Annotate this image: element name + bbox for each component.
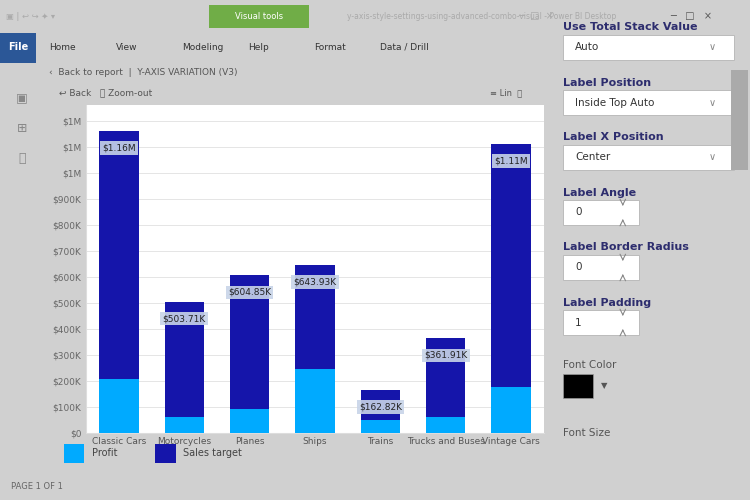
Text: ▣: ▣ xyxy=(16,91,28,104)
FancyBboxPatch shape xyxy=(209,5,309,28)
Text: Font Size: Font Size xyxy=(563,428,610,438)
Text: 0: 0 xyxy=(575,208,581,218)
Text: $604.85K: $604.85K xyxy=(228,288,272,297)
Text: y-axis-style-settings-using-advanced-combo-visual - Power BI Desktop: y-axis-style-settings-using-advanced-com… xyxy=(347,12,616,20)
Bar xyxy=(99,131,139,379)
Bar xyxy=(426,338,465,417)
Text: ⧉: ⧉ xyxy=(18,152,26,165)
Text: $643.93K: $643.93K xyxy=(293,278,337,286)
FancyBboxPatch shape xyxy=(563,255,639,280)
Text: Data / Drill: Data / Drill xyxy=(380,43,429,52)
Text: ─   □   ×: ─ □ × xyxy=(670,11,712,21)
Text: ∨: ∨ xyxy=(708,42,716,52)
Text: ⊞: ⊞ xyxy=(16,122,27,134)
Text: 0: 0 xyxy=(575,262,581,272)
Text: Visual tools: Visual tools xyxy=(235,12,284,20)
Text: $162.82K: $162.82K xyxy=(358,402,402,411)
Text: Home: Home xyxy=(50,43,76,52)
Bar xyxy=(165,302,204,418)
Text: 1: 1 xyxy=(575,318,582,328)
Text: Label Angle: Label Angle xyxy=(563,188,636,198)
Text: ∨: ∨ xyxy=(708,152,716,162)
FancyBboxPatch shape xyxy=(155,444,176,463)
Bar xyxy=(491,144,531,387)
Text: $503.71K: $503.71K xyxy=(163,314,206,323)
Text: Label Padding: Label Padding xyxy=(563,298,651,308)
Text: Help: Help xyxy=(248,43,268,52)
Text: ─  □  ×: ─ □ × xyxy=(518,11,554,21)
Text: Font Color: Font Color xyxy=(563,360,616,370)
Text: ↩ Back   🔍 Zoom-out: ↩ Back 🔍 Zoom-out xyxy=(58,88,152,97)
Text: ▼: ▼ xyxy=(601,381,608,390)
Text: View: View xyxy=(116,43,137,52)
Text: ‹  Back to report  |  Y-AXIS VARIATION (V3): ‹ Back to report | Y-AXIS VARIATION (V3) xyxy=(49,68,237,77)
FancyBboxPatch shape xyxy=(563,145,734,170)
Text: ≡ Lin  ⓘ: ≡ Lin ⓘ xyxy=(490,88,523,97)
FancyBboxPatch shape xyxy=(64,444,84,463)
Bar xyxy=(165,418,204,432)
FancyBboxPatch shape xyxy=(563,200,639,225)
Bar xyxy=(361,390,400,420)
Text: File: File xyxy=(8,42,28,52)
Text: Label Position: Label Position xyxy=(563,78,651,88)
Bar xyxy=(296,265,334,369)
Text: ∨: ∨ xyxy=(708,98,716,108)
FancyBboxPatch shape xyxy=(563,310,639,335)
Text: Sales target: Sales target xyxy=(183,448,242,458)
Bar xyxy=(426,418,465,432)
Text: Center: Center xyxy=(575,152,610,162)
Text: Modeling: Modeling xyxy=(182,43,224,52)
Text: Profit: Profit xyxy=(92,448,117,458)
Text: $1.11M: $1.11M xyxy=(494,156,528,166)
Text: $1.16M: $1.16M xyxy=(102,144,136,152)
FancyBboxPatch shape xyxy=(731,70,748,170)
FancyBboxPatch shape xyxy=(563,35,734,60)
FancyBboxPatch shape xyxy=(0,32,36,62)
FancyBboxPatch shape xyxy=(563,90,734,115)
Text: Label X Position: Label X Position xyxy=(563,132,664,142)
Text: Use Total Stack Value: Use Total Stack Value xyxy=(563,22,698,32)
Bar xyxy=(230,276,269,409)
Text: PAGE 1 OF 1: PAGE 1 OF 1 xyxy=(11,482,63,491)
FancyBboxPatch shape xyxy=(563,374,593,398)
Bar xyxy=(99,379,139,432)
Bar xyxy=(230,409,269,432)
Bar xyxy=(491,387,531,432)
Text: Format: Format xyxy=(314,43,346,52)
Bar xyxy=(361,420,400,432)
Text: ▣ | ↩ ↪ ✦ ▾: ▣ | ↩ ↪ ✦ ▾ xyxy=(5,12,55,20)
Text: Label Border Radius: Label Border Radius xyxy=(563,242,689,252)
Text: Auto: Auto xyxy=(575,42,599,52)
Text: $361.91K: $361.91K xyxy=(424,351,467,360)
Bar xyxy=(296,369,334,432)
Text: Inside Top Auto: Inside Top Auto xyxy=(575,98,655,108)
